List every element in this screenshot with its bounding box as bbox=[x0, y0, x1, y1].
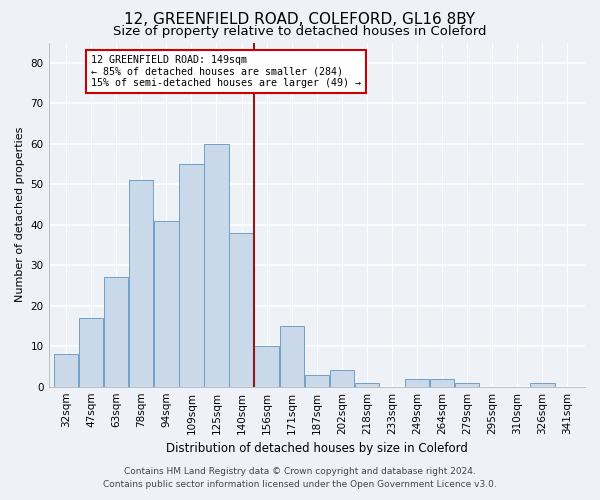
Bar bbox=[79, 318, 103, 386]
Bar bbox=[455, 382, 479, 386]
Y-axis label: Number of detached properties: Number of detached properties bbox=[15, 127, 25, 302]
Bar bbox=[355, 382, 379, 386]
Text: Size of property relative to detached houses in Coleford: Size of property relative to detached ho… bbox=[113, 25, 487, 38]
Bar bbox=[104, 278, 128, 386]
Bar bbox=[54, 354, 78, 386]
Bar bbox=[129, 180, 154, 386]
Bar bbox=[405, 378, 429, 386]
Bar bbox=[430, 378, 454, 386]
Text: 12, GREENFIELD ROAD, COLEFORD, GL16 8BY: 12, GREENFIELD ROAD, COLEFORD, GL16 8BY bbox=[124, 12, 476, 28]
Bar bbox=[205, 144, 229, 386]
Bar bbox=[280, 326, 304, 386]
Bar bbox=[530, 382, 554, 386]
X-axis label: Distribution of detached houses by size in Coleford: Distribution of detached houses by size … bbox=[166, 442, 468, 455]
Bar bbox=[305, 374, 329, 386]
Bar bbox=[154, 220, 179, 386]
Text: Contains HM Land Registry data © Crown copyright and database right 2024.
Contai: Contains HM Land Registry data © Crown c… bbox=[103, 468, 497, 489]
Bar bbox=[254, 346, 279, 387]
Bar bbox=[329, 370, 354, 386]
Text: 12 GREENFIELD ROAD: 149sqm
← 85% of detached houses are smaller (284)
15% of sem: 12 GREENFIELD ROAD: 149sqm ← 85% of deta… bbox=[91, 54, 361, 88]
Bar bbox=[229, 233, 254, 386]
Bar bbox=[179, 164, 203, 386]
